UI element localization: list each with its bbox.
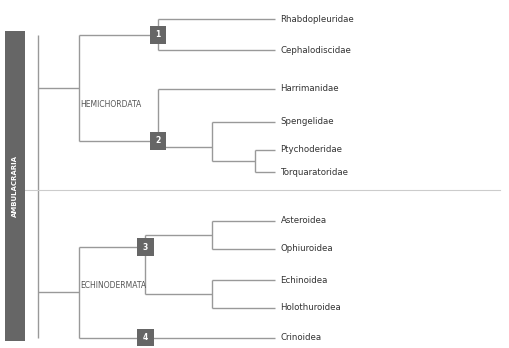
Text: Echinoidea: Echinoidea xyxy=(280,276,327,285)
FancyBboxPatch shape xyxy=(5,31,25,341)
FancyBboxPatch shape xyxy=(137,329,153,346)
Text: Spengelidae: Spengelidae xyxy=(280,117,333,126)
Text: ECHINODERMATA: ECHINODERMATA xyxy=(80,281,147,290)
Text: 4: 4 xyxy=(143,333,148,342)
Text: Ptychoderidae: Ptychoderidae xyxy=(280,145,342,154)
FancyBboxPatch shape xyxy=(150,132,166,150)
Text: Holothuroidea: Holothuroidea xyxy=(280,303,341,313)
FancyBboxPatch shape xyxy=(137,238,153,256)
Text: 2: 2 xyxy=(155,136,160,145)
Text: AMBULACRARIA: AMBULACRARIA xyxy=(12,155,18,217)
FancyBboxPatch shape xyxy=(150,26,166,44)
Text: 1: 1 xyxy=(155,30,160,39)
Text: Torquaratoridae: Torquaratoridae xyxy=(280,168,348,177)
Text: Harrimanidae: Harrimanidae xyxy=(280,84,338,93)
Text: 3: 3 xyxy=(143,243,148,252)
Text: Asteroidea: Asteroidea xyxy=(280,216,326,226)
Text: Rhabdopleuridae: Rhabdopleuridae xyxy=(280,15,354,24)
Text: HEMICHORDATA: HEMICHORDATA xyxy=(80,100,142,109)
Text: Crinoidea: Crinoidea xyxy=(280,333,321,342)
Text: Cephalodiscidae: Cephalodiscidae xyxy=(280,46,351,55)
Text: Ophiuroidea: Ophiuroidea xyxy=(280,244,332,253)
